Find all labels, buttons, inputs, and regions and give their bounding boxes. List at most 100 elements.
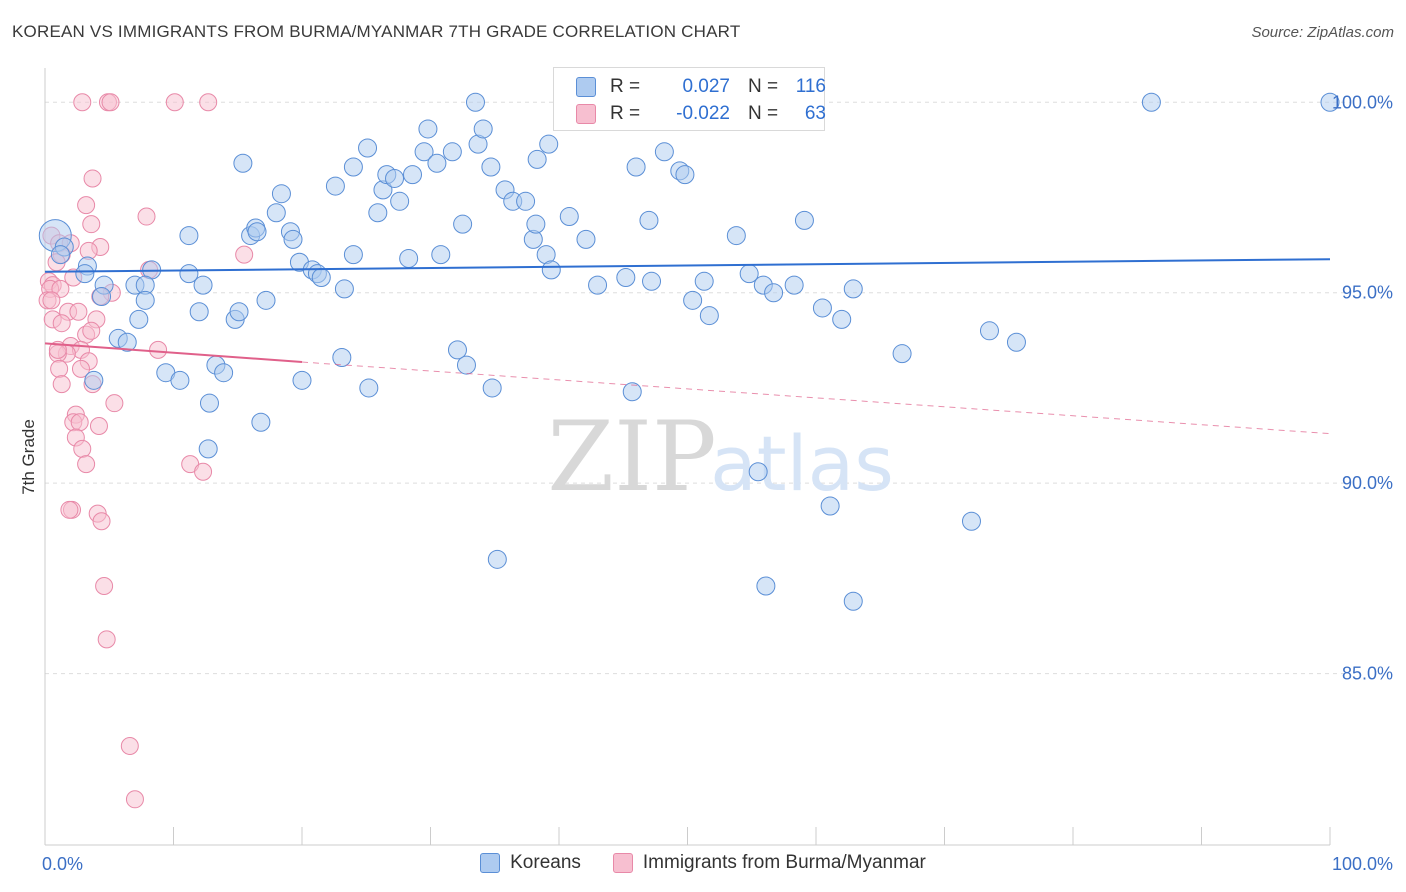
series-legend: Koreans Immigrants from Burma/Myanmar bbox=[0, 852, 1406, 874]
korean-point bbox=[639, 210, 659, 230]
korean-point bbox=[516, 191, 536, 211]
korean-point bbox=[198, 439, 218, 459]
tick-labels: 100.0% 95.0% 90.0% 85.0% 0.0% 100.0% bbox=[42, 92, 1393, 874]
korean-point bbox=[214, 363, 234, 383]
n-label: N = bbox=[748, 103, 779, 124]
korean-point bbox=[292, 370, 312, 390]
burma-point bbox=[52, 314, 71, 333]
koreans-points bbox=[38, 92, 1340, 611]
chart-title: KOREAN VS IMMIGRANTS FROM BURMA/MYANMAR … bbox=[12, 22, 741, 41]
burma-trend-line bbox=[44, 342, 303, 364]
korean-point bbox=[539, 134, 559, 154]
korean-point bbox=[368, 203, 388, 223]
legend-row-burma: R = -0.022 N = 63 bbox=[576, 101, 826, 127]
burma-point bbox=[60, 500, 79, 519]
burma-point bbox=[101, 93, 120, 112]
burma-point bbox=[92, 512, 111, 531]
korean-point bbox=[189, 302, 209, 322]
burma-point bbox=[73, 93, 92, 112]
watermark-zip: ZIP bbox=[547, 401, 716, 513]
korean-point bbox=[616, 267, 636, 287]
korean-point bbox=[559, 207, 579, 227]
korean-point bbox=[271, 184, 291, 204]
burma-point bbox=[82, 321, 101, 340]
korean-point bbox=[179, 264, 199, 284]
x-tick-label: 0.0% bbox=[42, 854, 83, 874]
korean-point bbox=[247, 222, 267, 242]
burma-trend-extension bbox=[301, 361, 1331, 435]
x-tick-label: 100.0% bbox=[1332, 854, 1393, 874]
stats-legend: R = 0.027 N = 116 R = -0.022 N = 63 bbox=[553, 67, 826, 131]
koreans-trend-line bbox=[44, 258, 1331, 273]
korean-point bbox=[170, 370, 190, 390]
korean-point bbox=[748, 462, 768, 482]
korean-point bbox=[431, 245, 451, 265]
korean-point bbox=[332, 347, 352, 367]
legend-item-koreans[interactable]: Koreans bbox=[480, 852, 581, 874]
korean-point bbox=[764, 283, 784, 303]
korean-point bbox=[256, 290, 276, 310]
korean-point bbox=[1006, 332, 1026, 352]
korean-point bbox=[442, 142, 462, 162]
korean-point bbox=[756, 576, 776, 596]
y-tick-label: 90.0% bbox=[1342, 473, 1393, 493]
korean-point bbox=[84, 370, 104, 390]
trend-lines bbox=[44, 258, 1331, 435]
burma-point bbox=[52, 375, 71, 394]
burma-point bbox=[120, 736, 139, 755]
korean-point bbox=[979, 321, 999, 341]
korean-point bbox=[343, 157, 363, 177]
korean-point bbox=[179, 226, 199, 246]
korean-point bbox=[481, 157, 501, 177]
korean-point bbox=[447, 340, 467, 360]
korean-point bbox=[251, 412, 271, 432]
axes bbox=[44, 68, 1331, 846]
burma-point bbox=[95, 577, 114, 595]
burma-swatch bbox=[612, 853, 633, 873]
korean-point bbox=[325, 176, 345, 196]
korean-point bbox=[541, 260, 561, 280]
burma-point bbox=[194, 462, 213, 481]
korean-point bbox=[961, 511, 981, 531]
legend-row-koreans: R = 0.027 N = 116 bbox=[576, 74, 826, 100]
koreans-swatch bbox=[576, 77, 596, 97]
burma-point bbox=[73, 439, 92, 458]
korean-point bbox=[1141, 92, 1161, 112]
korean-point bbox=[359, 378, 379, 398]
korean-point bbox=[193, 275, 213, 295]
korean-point bbox=[129, 309, 149, 329]
korean-point bbox=[117, 332, 137, 352]
koreans-swatch bbox=[480, 853, 501, 873]
legend-item-burma[interactable]: Immigrants from Burma/Myanmar bbox=[612, 852, 926, 874]
korean-point bbox=[403, 165, 423, 185]
gridlines bbox=[45, 101, 1350, 675]
burma-point bbox=[82, 215, 101, 234]
korean-point bbox=[135, 290, 155, 310]
korean-point bbox=[726, 226, 746, 246]
korean-point bbox=[390, 191, 410, 211]
korean-point bbox=[588, 275, 608, 295]
korean-point bbox=[334, 279, 354, 299]
korean-point bbox=[526, 214, 546, 234]
burma-point bbox=[42, 291, 61, 310]
korean-point bbox=[784, 275, 804, 295]
burma-point bbox=[50, 359, 69, 378]
korean-point bbox=[487, 549, 507, 569]
korean-point bbox=[832, 309, 852, 329]
korean-point bbox=[199, 393, 219, 413]
burma-point bbox=[70, 413, 89, 432]
korean-point bbox=[843, 591, 863, 611]
korean-point bbox=[812, 298, 832, 318]
burma-swatch bbox=[576, 104, 596, 124]
burma-point bbox=[77, 455, 96, 474]
korean-point bbox=[820, 496, 840, 516]
n-value: 63 bbox=[804, 103, 826, 124]
korean-point bbox=[626, 157, 646, 177]
korean-point bbox=[399, 248, 419, 268]
legend-label-koreans: Koreans bbox=[510, 852, 581, 873]
korean-point bbox=[683, 290, 703, 310]
korean-point bbox=[694, 271, 714, 291]
burma-point bbox=[71, 359, 90, 378]
legend-label-burma: Immigrants from Burma/Myanmar bbox=[642, 852, 926, 873]
